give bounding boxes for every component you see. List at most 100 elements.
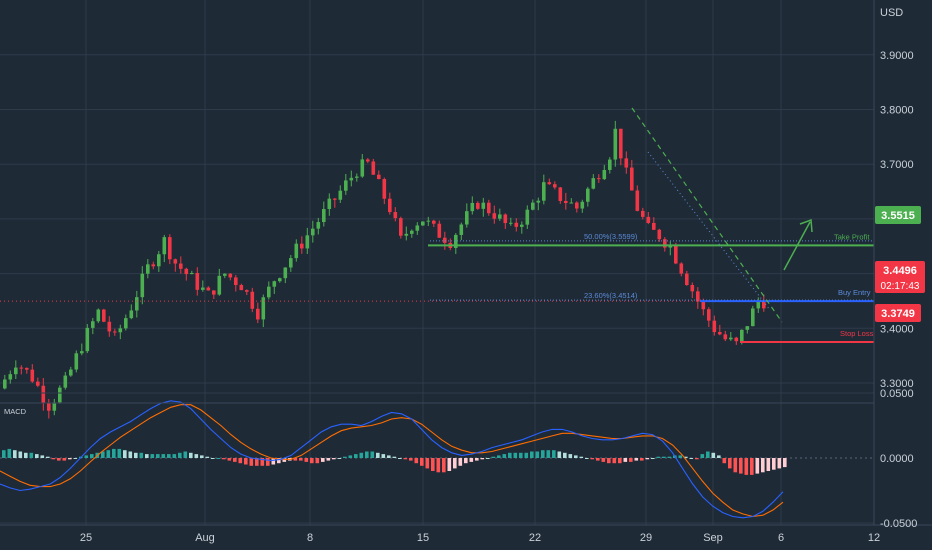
svg-text:3.5515: 3.5515 <box>881 210 915 222</box>
candle <box>679 262 684 277</box>
candle <box>553 181 557 190</box>
candle <box>492 205 497 224</box>
macd-histogram-bar <box>700 454 705 458</box>
candle <box>349 170 354 187</box>
macd-histogram-bar <box>233 458 237 462</box>
macd-histogram-bar <box>403 458 408 460</box>
time-axis[interactable]: 25 Aug 8 15 22 29 Sep 6 12 <box>80 532 880 544</box>
macd-histogram-bar <box>238 458 243 464</box>
macd-histogram-bar <box>409 458 413 461</box>
macd-histogram-bar <box>579 456 584 458</box>
current-price-badge: 3.4496 02:17:43 <box>875 261 925 293</box>
macd-histogram-bar <box>453 458 457 469</box>
candle <box>113 328 117 336</box>
macd-histogram-bar <box>7 448 12 458</box>
macd-histogram-bar <box>145 454 149 458</box>
candle <box>195 267 200 296</box>
macd-signal-line <box>0 404 784 518</box>
macd-histogram-bar <box>761 458 765 473</box>
price-candles <box>3 120 766 419</box>
macd-histogram-bar <box>117 448 122 458</box>
macd-histogram-bar <box>612 458 617 464</box>
candle <box>245 289 249 296</box>
macd-histogram-bar <box>222 458 226 460</box>
candle <box>267 281 271 300</box>
time-tick-label: 6 <box>778 532 784 544</box>
macd-axis[interactable]: 0.0500 0.0000 -0.0500 <box>880 388 917 530</box>
time-tick-label: 25 <box>80 532 92 544</box>
candle <box>652 217 656 230</box>
candle <box>217 268 222 296</box>
candle <box>575 201 579 213</box>
candle <box>762 294 766 312</box>
projection-arrow[interactable] <box>783 221 811 271</box>
macd-histogram-bar <box>475 458 479 461</box>
macd-histogram-bar <box>563 452 567 458</box>
macd-histogram-bar <box>392 456 397 458</box>
candle <box>454 233 458 255</box>
candle <box>58 385 62 404</box>
macd-histogram-bar <box>651 458 655 459</box>
candle <box>690 282 695 299</box>
macd-histogram-bar <box>398 458 402 459</box>
macd-histogram-bar <box>458 458 463 466</box>
candle <box>432 219 436 228</box>
macd-histogram-bar <box>634 458 639 461</box>
macd-histogram-bar <box>13 450 17 458</box>
candle <box>558 187 563 204</box>
macd-histogram-bar <box>370 451 375 458</box>
candle <box>162 234 167 263</box>
macd-histogram-bar <box>607 458 611 464</box>
macd-histogram-bar <box>574 455 578 458</box>
candle <box>19 365 24 375</box>
candle <box>443 231 447 250</box>
candle <box>426 216 431 227</box>
drawings[interactable]: 50.00%(3.5599) 23.60%(3.4514) Take Profit B… <box>0 107 874 344</box>
trendline-upper[interactable] <box>631 107 783 323</box>
candle <box>118 324 123 340</box>
macd-histogram-bar <box>469 458 474 462</box>
macd-histogram-bar <box>40 455 45 458</box>
candle <box>360 154 365 178</box>
macd-histogram-bar <box>51 458 56 460</box>
candle <box>355 173 359 182</box>
macd-histogram-bar <box>546 450 551 458</box>
macd-histogram-bar <box>645 458 650 460</box>
candle <box>564 192 568 210</box>
stop-loss-label: Stop Loss <box>840 329 874 338</box>
candle <box>278 277 282 283</box>
candle <box>14 360 18 379</box>
stop-loss-badge: 3.3749 <box>875 304 921 322</box>
candle <box>338 185 343 203</box>
macd-histogram-bar <box>420 458 424 466</box>
candle <box>151 261 156 270</box>
candle <box>206 286 211 291</box>
candle <box>404 226 409 241</box>
time-tick-label: 12 <box>868 532 880 544</box>
macd-histogram-bar <box>139 452 144 458</box>
candle <box>124 314 128 331</box>
macd-histogram-bar <box>590 458 595 460</box>
candle <box>272 280 277 294</box>
candle <box>520 221 524 234</box>
macd-histogram-bar <box>464 458 468 464</box>
bar-countdown: 02:17:43 <box>881 281 920 292</box>
macd-histogram-bar <box>777 458 782 469</box>
candle <box>646 212 651 225</box>
candle <box>591 174 596 190</box>
candle <box>36 377 40 388</box>
macd-histogram-bar <box>123 450 127 458</box>
candle <box>608 157 612 174</box>
candle <box>168 234 172 265</box>
macd-histogram-bar <box>524 452 529 458</box>
candle <box>96 308 101 324</box>
candle <box>80 343 84 356</box>
price-tick-label: 3.4000 <box>880 323 914 335</box>
macd-histogram-bar <box>35 454 39 458</box>
macd-histogram-bar <box>508 452 512 458</box>
macd-histogram-bar <box>183 451 188 458</box>
macd-label: MACD <box>4 407 27 416</box>
candle <box>641 207 645 220</box>
